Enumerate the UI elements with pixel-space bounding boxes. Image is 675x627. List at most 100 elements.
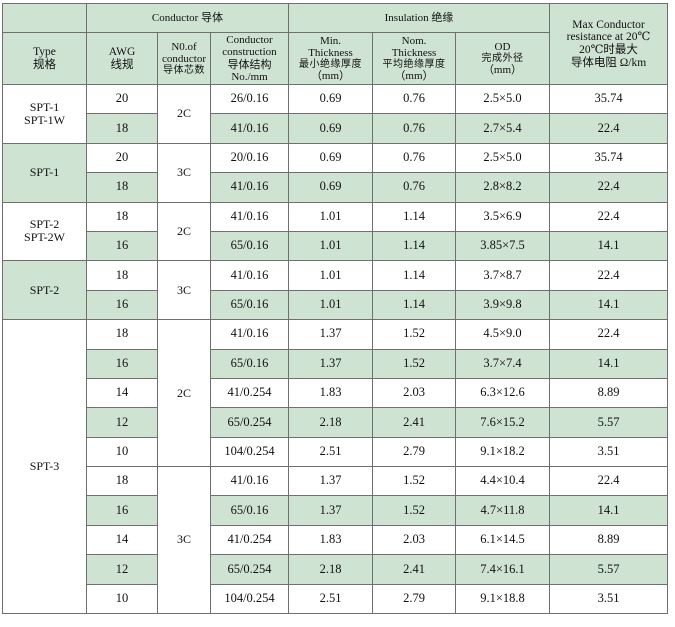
construction-cell: 26/0.16 bbox=[210, 83, 289, 115]
nom-thickness-cell: 2.41 bbox=[372, 554, 456, 585]
od-cell: 3.5×6.9 bbox=[455, 201, 550, 232]
construction-cell: 65/0.16 bbox=[210, 495, 289, 526]
cores-cell: 2C bbox=[157, 201, 211, 262]
table-row: 18 41/0.16 0.69 0.76 2.7×5.4 22.4 bbox=[3, 113, 668, 144]
cores-cell: 2C bbox=[157, 319, 211, 468]
cores-cell: 3C bbox=[157, 260, 211, 321]
min-thickness-cell: 2.18 bbox=[288, 407, 373, 438]
awg-cell: 18 bbox=[86, 260, 158, 291]
awg-cell: 20 bbox=[86, 83, 158, 115]
cores-cell: 3C bbox=[157, 466, 211, 615]
construction-cell: 41/0.16 bbox=[210, 319, 289, 350]
table-row: 18 41/0.16 0.69 0.76 2.8×8.2 22.4 bbox=[3, 172, 668, 203]
construction-cell: 65/0.16 bbox=[210, 348, 289, 379]
awg-cell: 16 bbox=[86, 495, 158, 526]
cores-cell: 3C bbox=[157, 142, 211, 203]
resistance-cell: 22.4 bbox=[549, 172, 668, 203]
awg-cell: 12 bbox=[86, 554, 158, 585]
nom-thickness-cell: 0.76 bbox=[372, 113, 456, 144]
header-min-thickness: Min. Thickness 最小绝缘厚度 （mm） bbox=[288, 32, 373, 85]
min-thickness-cell: 2.51 bbox=[288, 583, 373, 615]
resistance-cell: 14.1 bbox=[549, 495, 668, 526]
awg-cell: 10 bbox=[86, 583, 158, 615]
table-row: 16 65/0.16 1.01 1.14 3.9×9.8 14.1 bbox=[3, 289, 668, 321]
header-cores: N0.of conductor 导体芯数 bbox=[157, 32, 211, 85]
awg-cell: 16 bbox=[86, 289, 158, 321]
table-row: 16 65/0.16 1.37 1.52 4.7×11.8 14.1 bbox=[3, 495, 668, 526]
resistance-cell: 22.4 bbox=[549, 319, 668, 350]
nom-thickness-cell: 1.52 bbox=[372, 495, 456, 526]
od-cell: 3.9×9.8 bbox=[455, 289, 550, 321]
nom-thickness-cell: 0.76 bbox=[372, 142, 456, 174]
awg-cell: 10 bbox=[86, 436, 158, 468]
table-row: 18 3C 41/0.16 1.37 1.52 4.4×10.4 22.4 bbox=[3, 466, 668, 615]
type-label: SPT-2 bbox=[29, 282, 60, 297]
awg-cell: 18 bbox=[86, 466, 158, 497]
nom-thickness-cell: 2.79 bbox=[372, 583, 456, 615]
min-thickness-cell: 1.83 bbox=[288, 377, 373, 409]
od-cell: 6.3×12.6 bbox=[455, 377, 550, 409]
resistance-cell: 35.74 bbox=[549, 142, 668, 174]
resistance-cell: 14.1 bbox=[549, 230, 668, 262]
construction-cell: 41/0.16 bbox=[210, 201, 289, 232]
min-thickness-cell: 1.37 bbox=[288, 495, 373, 526]
header-conductor-group: Conductor 导体 bbox=[86, 3, 289, 33]
awg-cell: 12 bbox=[86, 407, 158, 438]
od-cell: 2.5×5.0 bbox=[455, 142, 550, 174]
resistance-cell: 14.1 bbox=[549, 348, 668, 379]
resistance-cell: 35.74 bbox=[549, 83, 668, 115]
min-thickness-cell: 1.37 bbox=[288, 319, 373, 350]
type-cell: SPT-2 bbox=[2, 260, 87, 321]
resistance-cell: 3.51 bbox=[549, 436, 668, 468]
od-cell: 2.7×5.4 bbox=[455, 113, 550, 144]
awg-cell: 20 bbox=[86, 142, 158, 174]
table-row: 10 104/0.254 2.51 2.79 9.1×18.2 3.51 bbox=[3, 436, 668, 468]
header-type: Type 规格 bbox=[2, 32, 87, 85]
construction-cell: 41/0.16 bbox=[210, 113, 289, 144]
type-cell: SPT-1 SPT-1W bbox=[2, 84, 87, 144]
nom-thickness-cell: 0.76 bbox=[372, 83, 456, 115]
min-thickness-cell: 0.69 bbox=[288, 83, 373, 115]
type-label: SPT-1 bbox=[29, 165, 60, 180]
resistance-cell: 22.4 bbox=[549, 260, 668, 291]
min-thickness-cell: 1.83 bbox=[288, 524, 373, 556]
construction-cell: 65/0.254 bbox=[210, 554, 289, 585]
cable-spec-table: Conductor 导体 Insulation 绝缘 Max Conductor… bbox=[2, 3, 668, 615]
min-thickness-cell: 0.69 bbox=[288, 113, 373, 144]
type-label: SPT-2 bbox=[29, 217, 60, 232]
nom-thickness-cell: 2.79 bbox=[372, 436, 456, 468]
type-cell: SPT-1 bbox=[2, 142, 87, 203]
nom-thickness-cell: 2.41 bbox=[372, 407, 456, 438]
type-label: SPT-1W bbox=[24, 112, 65, 127]
od-cell: 7.6×15.2 bbox=[455, 407, 550, 438]
table-row: SPT-2 SPT-2W 18 2C 41/0.16 1.01 1.14 3.5×6.9 22.… bbox=[2, 201, 668, 262]
nom-thickness-cell: 1.14 bbox=[372, 230, 456, 262]
min-thickness-cell: 2.51 bbox=[288, 436, 373, 468]
nom-thickness-cell: 0.76 bbox=[372, 172, 456, 203]
od-cell: 2.8×8.2 bbox=[455, 172, 550, 203]
nom-thickness-cell: 1.14 bbox=[372, 260, 456, 291]
min-thickness-cell: 1.01 bbox=[288, 289, 373, 321]
awg-cell: 18 bbox=[86, 172, 158, 203]
header-awg: AWG 线规 bbox=[86, 32, 158, 85]
table-row: 12 65/0.254 2.18 2.41 7.6×15.2 5.57 bbox=[3, 407, 668, 438]
nom-thickness-cell: 1.14 bbox=[372, 289, 456, 321]
min-thickness-cell: 1.37 bbox=[288, 466, 373, 497]
resistance-cell: 14.1 bbox=[549, 289, 668, 321]
min-thickness-cell: 1.01 bbox=[288, 230, 373, 262]
table-row: 16 65/0.16 1.37 1.52 3.7×7.4 14.1 bbox=[3, 348, 668, 379]
construction-cell: 41/0.16 bbox=[210, 260, 289, 291]
od-cell: 4.7×11.8 bbox=[455, 495, 550, 526]
construction-cell: 104/0.254 bbox=[210, 436, 289, 468]
table-body: SPT-1 SPT-1W 20 2C 26/0.16 0.69 0.76 2.5×5.0 35.… bbox=[2, 83, 668, 615]
resistance-cell: 22.4 bbox=[549, 466, 668, 497]
type-label: SPT-3 bbox=[29, 458, 60, 473]
table-row: 14 41/0.254 1.83 2.03 6.1×14.5 8.89 bbox=[3, 524, 668, 556]
table-row: SPT-1 20 3C 20/0.16 0.69 0.76 2.5×5.0 35.74 bbox=[2, 142, 668, 203]
type-label: SPT-2W bbox=[24, 230, 65, 245]
header-construction: Conductor construction 导体结构 No./mm bbox=[210, 32, 289, 85]
min-thickness-cell: 0.69 bbox=[288, 172, 373, 203]
type-cell: SPT-3 bbox=[2, 319, 87, 615]
header-max-resistance: Max Conductor resistance at 20℃ 20℃时最大 导… bbox=[549, 3, 668, 85]
table-row: SPT-2 18 3C 41/0.16 1.01 1.14 3.7×8.7 22.4 bbox=[2, 260, 668, 321]
